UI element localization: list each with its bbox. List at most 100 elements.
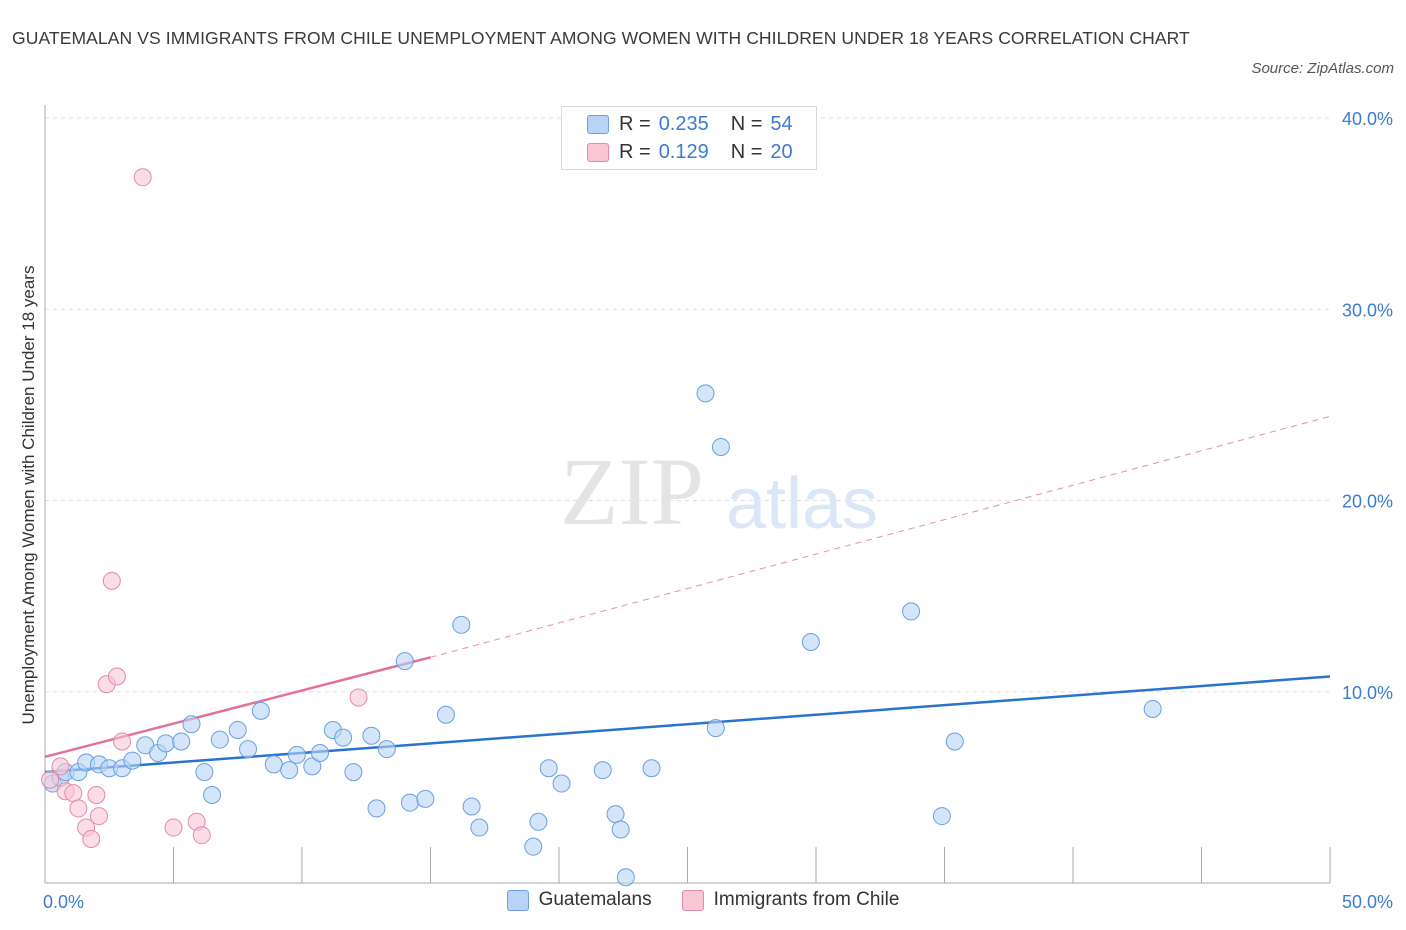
data-point	[452, 615, 471, 634]
data-point	[470, 818, 489, 837]
data-point	[102, 571, 121, 590]
data-point	[195, 763, 214, 782]
legend-n-label: N =	[730, 112, 763, 135]
series-legend-chile: Immigrants from Chile	[681, 889, 900, 911]
data-point	[164, 818, 183, 837]
series-swatch-blue	[506, 889, 529, 911]
data-point	[344, 763, 363, 782]
data-point	[377, 740, 396, 759]
y-tick-label: 20.0%	[1342, 492, 1393, 512]
data-point	[642, 759, 661, 778]
data-point	[436, 705, 455, 724]
watermark-zip: ZIP	[560, 438, 704, 545]
data-point	[395, 652, 414, 671]
legend-n-value-1: 54	[770, 112, 793, 135]
data-point	[156, 734, 175, 753]
data-point	[616, 868, 635, 887]
data-point	[287, 745, 306, 764]
data-point	[264, 755, 283, 774]
data-point	[606, 805, 625, 824]
legend-row-guatemalans: R = 0.235 N = 54	[587, 111, 793, 137]
data-point	[706, 719, 725, 738]
data-points	[41, 168, 1162, 887]
x-tick-label-min: 0.0%	[43, 892, 84, 912]
data-point	[1143, 699, 1162, 718]
data-point	[89, 807, 108, 826]
watermark: ZIP atlas	[560, 438, 878, 545]
data-point	[400, 793, 419, 812]
data-point	[280, 761, 299, 780]
y-tick-label: 40.0%	[1342, 109, 1393, 129]
data-point	[303, 757, 322, 776]
data-point	[696, 384, 715, 403]
gridlines	[45, 117, 1330, 693]
data-point	[123, 751, 142, 770]
series-legend-guatemalans: Guatemalans	[506, 889, 652, 911]
data-point	[367, 799, 386, 818]
data-point	[192, 826, 211, 845]
data-point	[228, 721, 247, 739]
data-point	[362, 726, 381, 745]
data-point	[107, 667, 126, 686]
data-point	[64, 784, 83, 803]
data-point	[51, 757, 70, 776]
data-point	[87, 786, 106, 805]
data-point	[82, 830, 101, 849]
legend-r-value-2: 0.129	[658, 140, 709, 163]
data-point	[69, 799, 88, 818]
trend-lines	[44, 415, 1331, 774]
trend-line-chile	[44, 656, 431, 758]
data-point	[41, 770, 60, 789]
data-point	[552, 774, 571, 793]
data-point	[172, 732, 191, 751]
data-point	[334, 728, 353, 747]
data-point	[310, 743, 329, 762]
trend-line-chile-extension	[430, 415, 1331, 658]
data-point	[239, 740, 258, 759]
tick-labels: 10.0% 20.0% 30.0% 40.0% 0.0% 50.0%	[43, 109, 1393, 912]
data-point	[416, 789, 435, 808]
data-point	[210, 730, 229, 749]
source-note: Source: ZipAtlas.com	[1251, 60, 1394, 77]
chart-title: GUATEMALAN VS IMMIGRANTS FROM CHILE UNEM…	[12, 28, 1190, 48]
legend-r-label: R =	[619, 140, 651, 163]
series-legend: Guatemalans Immigrants from Chile	[0, 889, 1406, 911]
data-point	[945, 732, 964, 751]
series-chile-points	[41, 168, 368, 849]
data-point	[611, 820, 630, 839]
data-point	[539, 759, 558, 778]
y-axis-label: Unemployment Among Women with Children U…	[19, 265, 38, 725]
data-point	[203, 786, 222, 805]
series-swatch-pink	[681, 889, 704, 911]
data-point	[932, 807, 951, 826]
series-guatemalans-points	[43, 384, 1162, 887]
legend-n-label: N =	[730, 140, 763, 163]
series-label-guatemalans: Guatemalans	[538, 889, 652, 910]
x-tick-label-max: 50.0%	[1342, 892, 1393, 912]
y-tick-label: 30.0%	[1342, 300, 1393, 320]
legend-row-chile: R = 0.129 N = 20	[587, 139, 793, 165]
watermark-atlas: atlas	[726, 464, 878, 544]
legend-r-label: R =	[619, 112, 651, 135]
data-point	[711, 437, 730, 456]
data-point	[524, 837, 543, 856]
data-point	[113, 732, 132, 751]
correlation-legend: R = 0.235 N = 54 R = 0.129 N = 20	[561, 106, 817, 170]
data-point	[182, 715, 201, 734]
series-label-chile: Immigrants from Chile	[713, 889, 900, 910]
data-point	[902, 602, 921, 621]
legend-n-value-2: 20	[770, 140, 793, 163]
trend-line-guatemalans	[44, 675, 1331, 774]
data-point	[593, 761, 612, 780]
data-point	[462, 797, 481, 816]
axes	[44, 105, 1331, 884]
data-point	[349, 688, 368, 707]
y-tick-label: 10.0%	[1342, 683, 1393, 703]
data-point	[133, 168, 152, 187]
legend-swatch-pink	[587, 142, 609, 162]
legend-r-value-1: 0.235	[658, 112, 709, 135]
legend-swatch-blue	[587, 114, 609, 134]
data-point	[801, 633, 820, 652]
data-point	[529, 812, 548, 831]
